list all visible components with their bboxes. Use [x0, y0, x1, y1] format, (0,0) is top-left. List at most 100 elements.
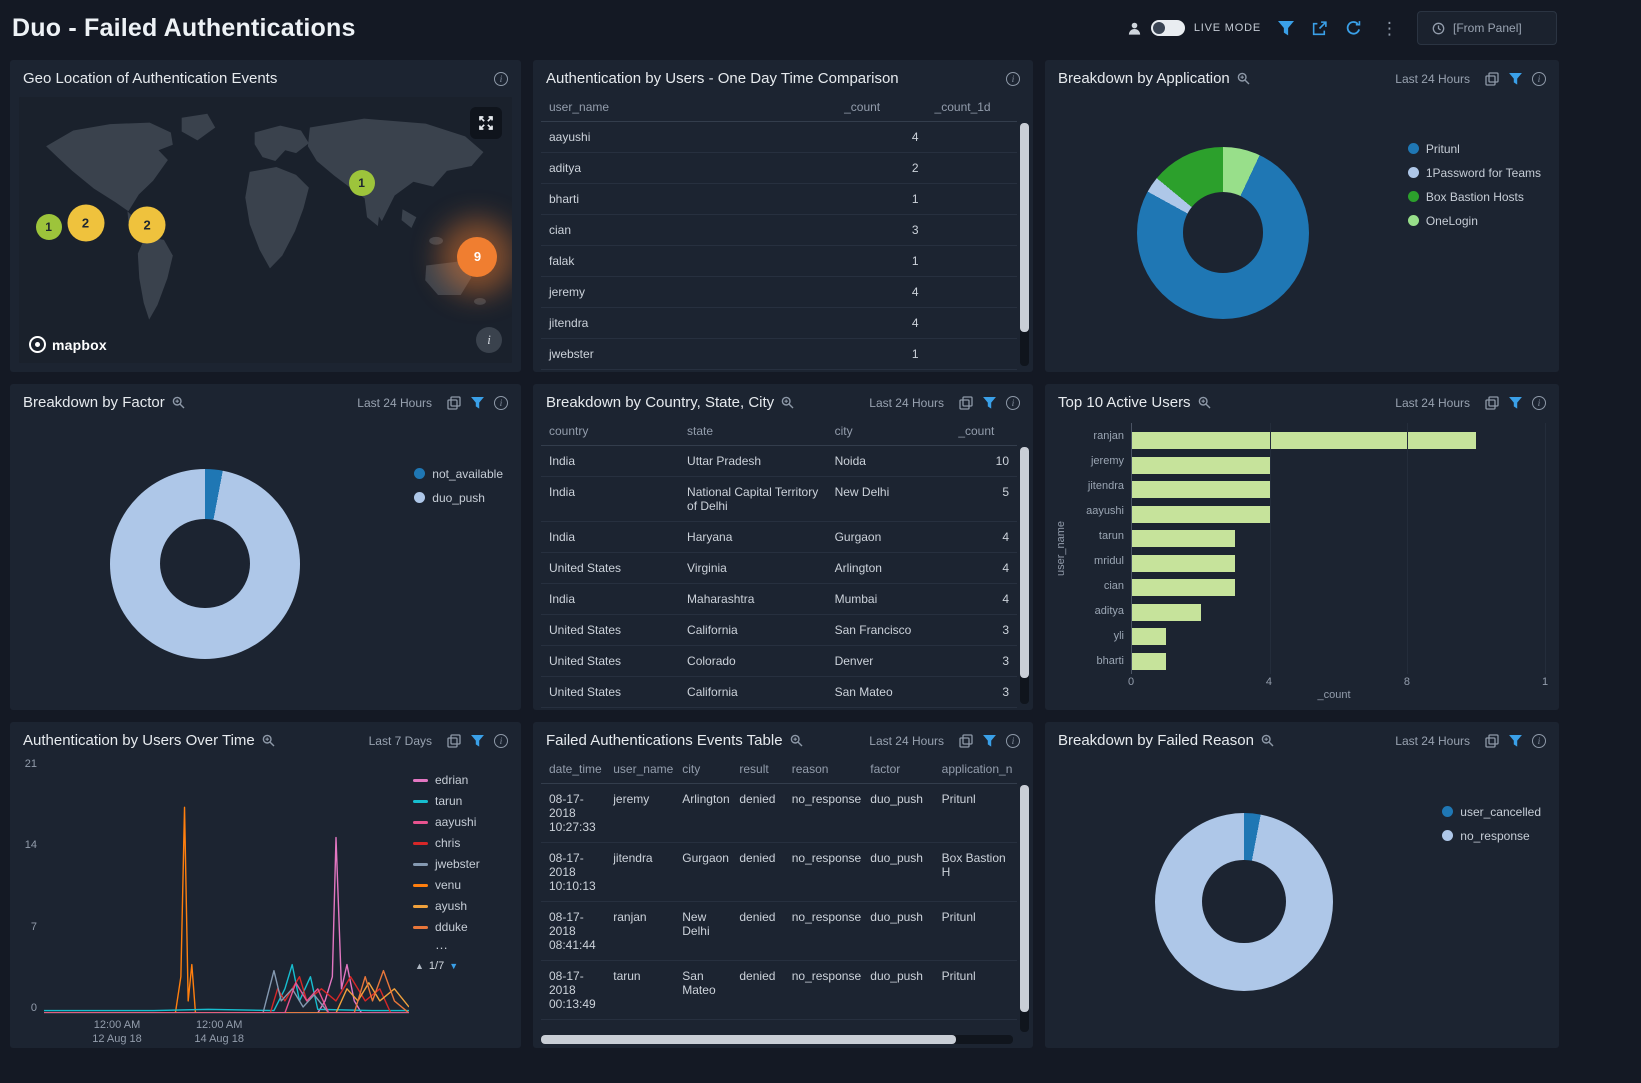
map-cluster-marker[interactable]: 1 [35, 214, 62, 241]
line-plot-area[interactable] [44, 759, 409, 1014]
legend-item[interactable]: not_available [414, 467, 503, 481]
change-view-icon[interactable] [959, 733, 973, 748]
change-view-icon[interactable] [1485, 71, 1499, 86]
zoom-icon[interactable] [1198, 396, 1211, 409]
legend-item[interactable]: ayush [413, 899, 513, 913]
table-row[interactable]: India Uttar Pradesh Noida 10 [541, 445, 1017, 477]
legend-item[interactable]: aayushi [413, 815, 513, 829]
zoom-icon[interactable] [1237, 72, 1250, 85]
time-range-label[interactable]: Last 7 Days [368, 733, 432, 748]
vertical-scrollbar[interactable] [1020, 123, 1029, 366]
legend-item[interactable]: tarun [413, 794, 513, 808]
legend-item[interactable]: dduke [413, 920, 513, 934]
bar[interactable] [1132, 530, 1236, 547]
change-view-icon[interactable] [447, 733, 461, 748]
legend-item[interactable]: Pritunl [1407, 142, 1541, 156]
table-row[interactable]: cian 3 [541, 214, 1017, 246]
table-row[interactable]: India Haryana Gurgaon 4 [541, 521, 1017, 553]
legend-item[interactable]: no_response [1442, 829, 1541, 843]
scrollbar-thumb[interactable] [541, 1035, 957, 1044]
legend-item[interactable]: Box Bastion Hosts [1407, 190, 1541, 204]
map-info-button[interactable]: i [476, 327, 502, 353]
table-row[interactable]: falak 1 [541, 245, 1017, 277]
column-header[interactable]: city [826, 417, 951, 446]
table-row[interactable]: aayushi 4 [541, 121, 1017, 153]
legend-item[interactable]: venu [413, 878, 513, 892]
legend-item[interactable]: chris [413, 836, 513, 850]
filter-icon[interactable] [471, 734, 484, 747]
info-icon[interactable]: i [1532, 71, 1546, 86]
map-cluster-marker[interactable]: 2 [67, 204, 105, 242]
factor-donut-chart[interactable] [110, 468, 300, 659]
change-view-icon[interactable] [1485, 733, 1499, 748]
map-cluster-marker[interactable]: 1 [348, 170, 375, 197]
legend-item[interactable]: duo_push [414, 491, 503, 505]
column-header[interactable]: date_time [541, 755, 606, 784]
legend-item[interactable]: edrian [413, 773, 513, 787]
table-row[interactable]: bharti 1 [541, 183, 1017, 215]
page-down-icon[interactable]: ▼ [449, 960, 459, 971]
vertical-scrollbar[interactable] [1020, 447, 1029, 704]
filter-icon[interactable] [983, 396, 996, 409]
map-cluster-marker[interactable]: 2 [128, 206, 166, 244]
info-icon[interactable]: i [1006, 395, 1020, 410]
scrollbar-thumb[interactable] [1020, 447, 1029, 679]
legend-item[interactable]: jwebster [413, 857, 513, 871]
mapbox-attribution[interactable]: mapbox [29, 336, 107, 353]
column-header[interactable]: result [731, 755, 784, 784]
filter-icon[interactable] [983, 734, 996, 747]
info-icon[interactable]: i [1532, 395, 1546, 410]
column-header[interactable]: country [541, 417, 680, 446]
column-header[interactable]: user_name [605, 755, 675, 784]
application-donut-chart[interactable] [1137, 146, 1309, 319]
kebab-menu-icon[interactable]: ⋮ [1381, 18, 1398, 38]
bar[interactable] [1132, 481, 1270, 498]
column-header[interactable]: user_name [541, 93, 837, 122]
map-expand-button[interactable] [470, 107, 502, 139]
zoom-icon[interactable] [790, 734, 803, 747]
scrollbar-thumb[interactable] [1020, 123, 1029, 332]
column-header[interactable]: application_n [933, 755, 1017, 784]
time-range-label[interactable]: Last 24 Hours [869, 395, 944, 410]
bar[interactable] [1132, 579, 1236, 596]
table-row[interactable]: United States Colorado Denver 3 [541, 645, 1017, 677]
table-row[interactable]: India Maharashtra Mumbai 4 [541, 583, 1017, 615]
info-icon[interactable]: i [494, 395, 508, 410]
from-panel-button[interactable]: [From Panel] [1417, 11, 1557, 45]
filter-icon[interactable] [1509, 396, 1522, 409]
table-row[interactable]: 08-17-2018 00:13:49 tarun San Mateo denied n… [541, 960, 1017, 1020]
legend-item[interactable]: 1Password for Teams [1407, 166, 1541, 180]
table-row[interactable]: United States California San Mateo 3 [541, 676, 1017, 708]
filter-icon[interactable] [471, 396, 484, 409]
scrollbar-thumb[interactable] [1020, 785, 1029, 1013]
filter-icon[interactable] [1509, 734, 1522, 747]
table-row[interactable]: United States Virginia Arlington 4 [541, 552, 1017, 584]
zoom-icon[interactable] [262, 734, 275, 747]
page-up-icon[interactable]: ▲ [415, 960, 424, 971]
share-icon[interactable] [1311, 20, 1328, 37]
legend-item[interactable]: user_cancelled [1442, 805, 1541, 819]
column-header[interactable]: city [674, 755, 732, 784]
change-view-icon[interactable] [447, 395, 461, 410]
time-range-label[interactable]: Last 24 Hours [1395, 733, 1470, 748]
table-row[interactable]: jeremy 4 [541, 276, 1017, 308]
refresh-icon[interactable] [1345, 20, 1362, 37]
filter-icon[interactable] [1509, 72, 1522, 85]
table-row[interactable]: 08-17-2018 10:10:13 jitendra Gurgaon denied… [541, 842, 1017, 902]
table-row[interactable]: 08-17-2018 10:27:33 jeremy Arlington denied… [541, 783, 1017, 843]
bar[interactable] [1132, 652, 1167, 670]
table-row[interactable]: United States California San Francisco 3 [541, 614, 1017, 646]
change-view-icon[interactable] [1485, 395, 1499, 410]
info-icon[interactable]: i [1532, 733, 1546, 748]
zoom-icon[interactable] [1261, 734, 1274, 747]
table-row[interactable]: India National Capital Territory of Delhi… [541, 476, 1017, 522]
bar[interactable] [1132, 603, 1201, 621]
table-row[interactable]: aditya 2 [541, 152, 1017, 184]
bar[interactable] [1132, 432, 1477, 449]
time-range-label[interactable]: Last 24 Hours [357, 395, 432, 410]
table-row[interactable]: jwebster 1 [541, 338, 1017, 370]
bar[interactable] [1132, 554, 1236, 572]
time-range-label[interactable]: Last 24 Hours [869, 733, 944, 748]
zoom-icon[interactable] [781, 396, 794, 409]
